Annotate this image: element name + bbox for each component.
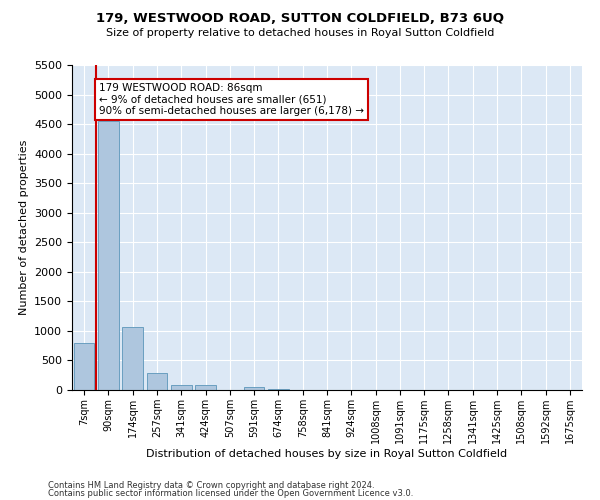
Bar: [122, 328, 143, 390]
Text: 179 WESTWOOD ROAD: 86sqm
← 9% of detached houses are smaller (651)
90% of semi-d: 179 WESTWOOD ROAD: 86sqm ← 9% of detache…: [99, 82, 364, 116]
Bar: [268, 389, 289, 390]
Y-axis label: Number of detached properties: Number of detached properties: [19, 140, 29, 315]
Bar: [146, 374, 167, 390]
Text: Contains HM Land Registry data © Crown copyright and database right 2024.: Contains HM Land Registry data © Crown c…: [48, 480, 374, 490]
Bar: [98, 121, 119, 390]
Bar: [195, 386, 216, 390]
Text: 179, WESTWOOD ROAD, SUTTON COLDFIELD, B73 6UQ: 179, WESTWOOD ROAD, SUTTON COLDFIELD, B7…: [96, 12, 504, 26]
Text: Contains public sector information licensed under the Open Government Licence v3: Contains public sector information licen…: [48, 489, 413, 498]
Text: Size of property relative to detached houses in Royal Sutton Coldfield: Size of property relative to detached ho…: [106, 28, 494, 38]
X-axis label: Distribution of detached houses by size in Royal Sutton Coldfield: Distribution of detached houses by size …: [146, 448, 508, 458]
Bar: [244, 387, 265, 390]
Bar: [74, 342, 94, 390]
Bar: [171, 386, 191, 390]
